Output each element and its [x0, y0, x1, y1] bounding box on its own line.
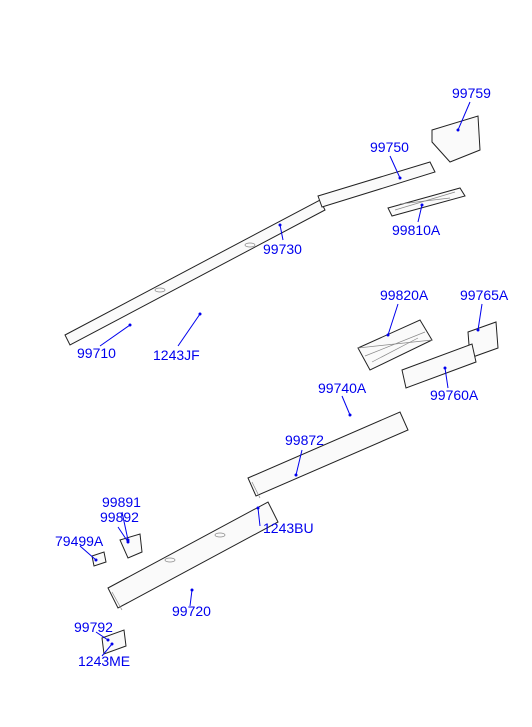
part-label[interactable]: 1243BU [263, 520, 314, 536]
part-label[interactable]: 1243JF [153, 347, 200, 363]
part-label[interactable]: 79499A [55, 533, 104, 549]
part-label[interactable]: 99810A [392, 222, 441, 238]
leader-endpoint [257, 507, 260, 510]
part-label[interactable]: 99892 [100, 509, 139, 525]
leader-endpoint [457, 129, 460, 132]
part-label[interactable]: 99710 [77, 345, 116, 361]
leader-endpoint [129, 324, 132, 327]
part-label[interactable]: 99891 [102, 494, 141, 510]
leader-endpoint [191, 589, 194, 592]
part-label[interactable]: 99720 [172, 603, 211, 619]
leader-endpoint [107, 639, 110, 642]
leader-endpoint [477, 329, 480, 332]
leader-endpoint [399, 177, 402, 180]
leader-endpoint [387, 334, 390, 337]
part-label[interactable]: 99760A [430, 387, 479, 403]
leader-endpoint [111, 643, 114, 646]
part-label[interactable]: 99765A [460, 287, 509, 303]
leader-endpoint [279, 224, 282, 227]
leader-endpoint [95, 559, 98, 562]
part-label[interactable]: 99750 [370, 139, 409, 155]
part-label[interactable]: 99872 [285, 432, 324, 448]
part-label[interactable]: 99759 [452, 85, 491, 101]
part-label[interactable]: 99792 [74, 619, 113, 635]
part-label[interactable]: 99730 [263, 241, 302, 257]
part-label[interactable]: 99820A [380, 287, 429, 303]
part-label[interactable]: 1243ME [78, 653, 130, 669]
leader-endpoint [295, 474, 298, 477]
leader-endpoint [199, 313, 202, 316]
leader-endpoint [127, 541, 130, 544]
leader-endpoint [444, 367, 447, 370]
part-label[interactable]: 99740A [318, 380, 367, 396]
leader-endpoint [421, 204, 424, 207]
leader-endpoint [349, 414, 352, 417]
